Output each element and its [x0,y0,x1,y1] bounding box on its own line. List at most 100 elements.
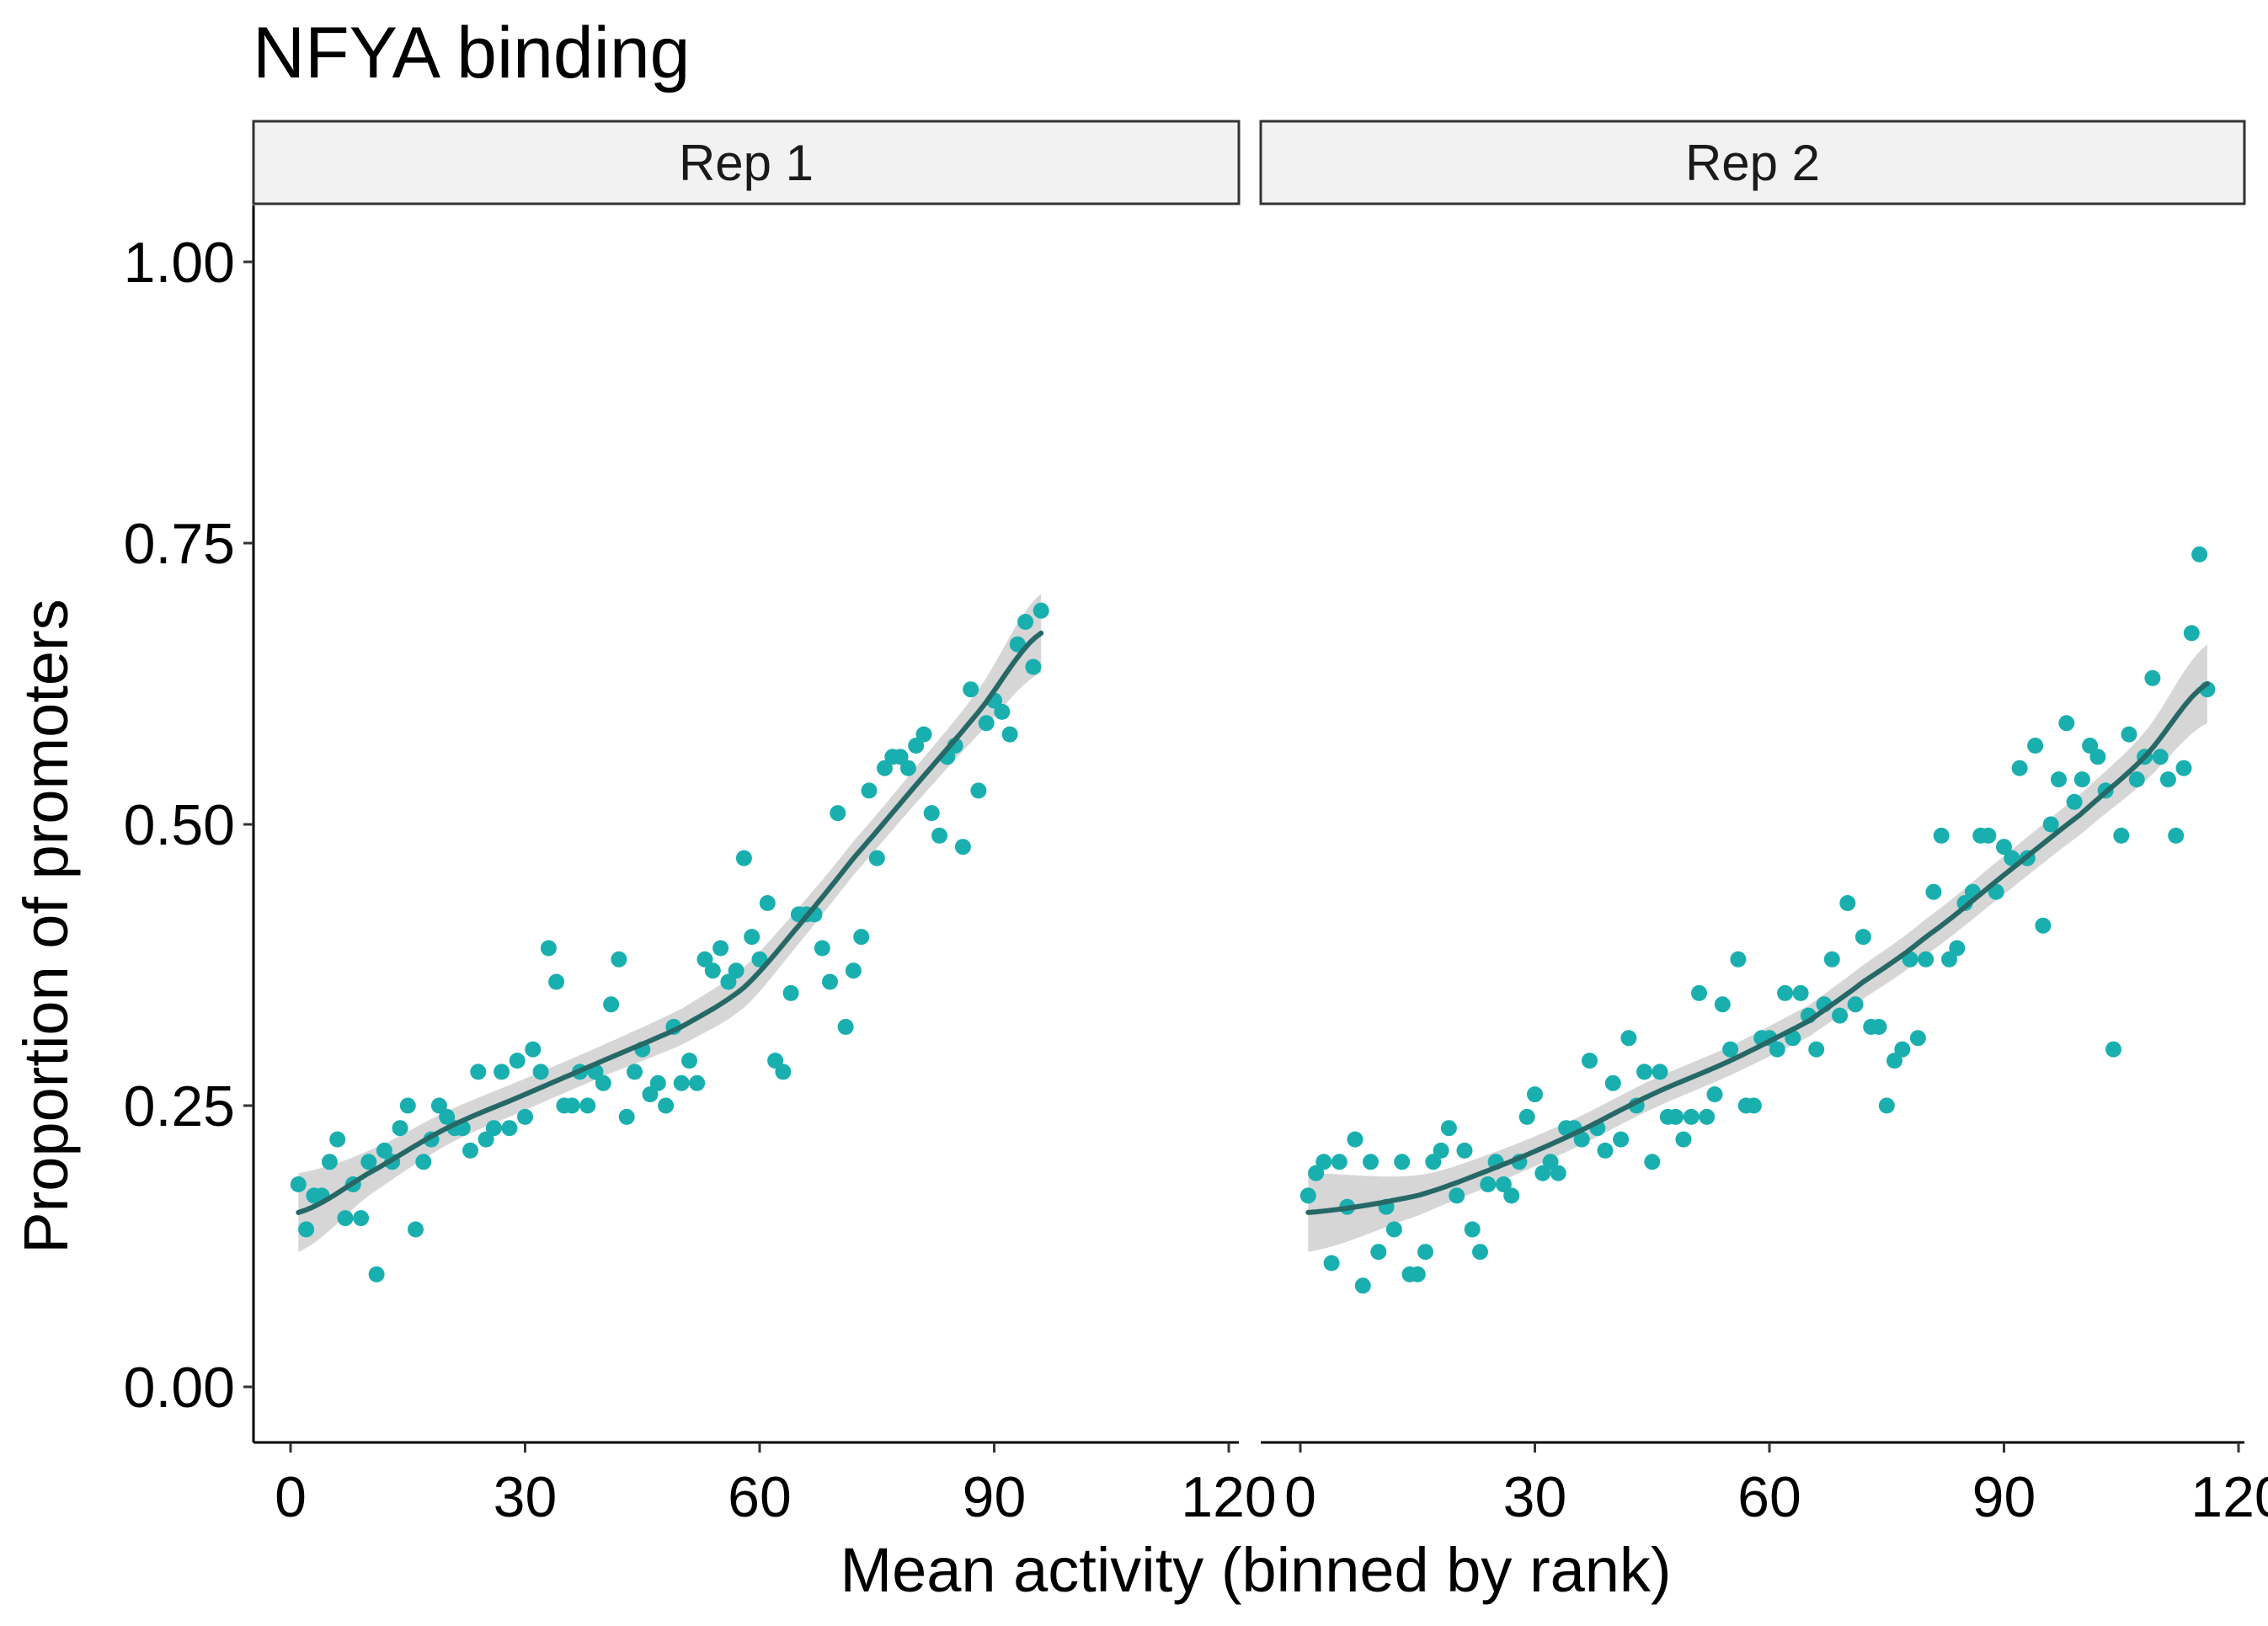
data-point [408,1221,424,1238]
x-tick-label: 120 [2191,1465,2268,1529]
data-point [321,1154,338,1170]
data-point [1347,1131,1363,1148]
data-point [1909,1030,1926,1047]
data-point [618,1108,635,1125]
data-point [1714,996,1731,1013]
data-point [1573,1131,1590,1148]
data-point [696,951,713,968]
data-point [627,1064,643,1080]
y-tick-label: 0.00 [124,1356,235,1420]
data-point [2089,749,2106,765]
data-point [970,782,987,799]
data-point [1518,1108,1535,1125]
data-point [353,1210,370,1227]
x-axis-label: Mean activity (binned by rank) [840,1535,1671,1605]
data-point [1832,1007,1849,1024]
data-point [399,1097,416,1114]
data-point [611,951,627,968]
x-tick-label: 30 [494,1465,558,1529]
data-point [1464,1221,1481,1238]
data-point [1847,996,1864,1013]
x-tick-label: 60 [728,1465,792,1529]
y-tick-label: 0.75 [124,512,235,576]
data-point [1534,1165,1551,1181]
data-point [603,996,620,1013]
y-tick-label: 0.50 [124,793,235,857]
panel-2: Rep 2 0 30 60 90 120 [1259,120,2268,1529]
data-point [439,1108,456,1125]
data-point [1409,1266,1426,1282]
data-point [642,1086,659,1103]
data-point [298,1221,315,1238]
data-point [376,1142,392,1159]
data-point [1691,984,1707,1001]
data-point [1315,1154,1332,1170]
x-tick-label: 0 [1284,1465,1316,1529]
x-tick-label: 120 [1181,1465,1276,1529]
data-point [2152,749,2169,765]
data-point [1299,1187,1316,1204]
data-point [579,1097,596,1114]
data-point [2144,669,2161,686]
data-point [1550,1165,1566,1181]
data-point [994,703,1011,720]
data-point [1894,1041,1911,1058]
data-point [1839,895,1856,911]
data-point [1777,984,1794,1001]
data-point [1394,1154,1411,1170]
data-point [1323,1255,1340,1271]
data-point [2128,771,2145,788]
data-point [595,1074,611,1091]
data-point [681,1053,697,1069]
data-point [649,1074,666,1091]
smooth-trend-line [1305,681,2210,1215]
data-point [899,760,916,776]
facet-strip-label: Rep 1 [679,135,814,191]
data-point [673,1074,690,1091]
data-point [1854,929,1871,946]
x-tick-label: 90 [1972,1465,2036,1529]
data-point [462,1142,478,1159]
data-point [1001,726,1018,743]
facet-strip-label: Rep 2 [1685,135,1820,191]
data-point [540,940,557,957]
data-point [1980,827,1997,844]
data-point [814,940,830,957]
data-point [1025,658,1042,675]
data-point [822,973,838,990]
data-point [1331,1154,1347,1170]
data-point [775,1064,792,1080]
data-point [728,962,744,979]
data-point [861,782,878,799]
data-point [1370,1244,1387,1261]
data-point [1644,1154,1661,1170]
confidence-band [1308,644,2207,1252]
data-point [1730,951,1747,968]
data-point [1597,1142,1614,1159]
data-point [735,850,752,866]
data-point [1823,951,1840,968]
data-point [1354,1277,1371,1294]
data-point [1582,1053,1598,1069]
data-point [908,738,925,754]
data-point [720,973,737,990]
data-point [2113,827,2130,844]
data-point [430,1097,447,1114]
data-point [1925,883,1942,900]
data-point [2191,546,2208,562]
data-point [853,929,870,946]
data-point [1988,883,2004,900]
confidence-band [298,594,1042,1252]
data-point [1425,1154,1442,1170]
data-point [415,1154,432,1170]
data-point [689,1074,706,1091]
x-tick-label: 60 [1737,1465,1801,1529]
data-point [2168,827,2185,844]
data-point [830,805,846,822]
data-point [1668,1108,1684,1125]
data-point [1363,1154,1379,1170]
facet-strip [1259,120,2246,205]
data-point [1472,1244,1488,1261]
